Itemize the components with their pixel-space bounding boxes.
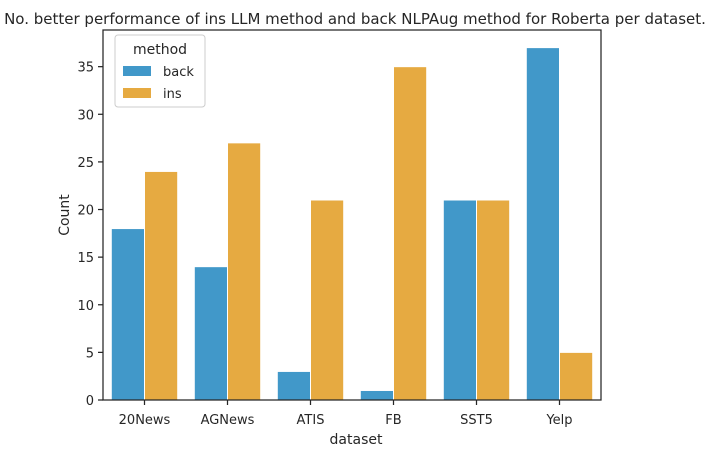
legend-swatch-ins	[123, 88, 151, 98]
chart-title: No. better performance of ins LLM method…	[4, 10, 706, 28]
x-tick-label: 20News	[119, 413, 171, 428]
y-tick-label: 15	[77, 251, 94, 266]
x-tick-label: SST5	[460, 413, 493, 428]
bar-ins-AGNews	[227, 142, 262, 401]
y-tick-label: 35	[77, 61, 94, 76]
y-tick-label: 5	[86, 346, 94, 361]
bar-ins-SST5	[476, 199, 511, 401]
bar-back-AGNews	[193, 266, 229, 401]
bar-back-20News	[110, 228, 146, 401]
y-axis-label: Count	[57, 194, 73, 236]
bar-ins-20News	[144, 170, 179, 401]
bar-ins-ATIS	[310, 199, 345, 401]
axes-layer: 0 5 10 15 20 25 30 35 20News AGNews ATIS FB SST5 Yelp	[77, 29, 602, 428]
bar-ins-FB	[393, 66, 428, 401]
x-tick-label: FB	[385, 413, 401, 428]
legend-label-back: back	[163, 65, 194, 80]
y-tick-label: 0	[86, 394, 94, 409]
y-tick-label: 25	[77, 156, 94, 171]
bar-back-FB	[359, 389, 394, 401]
bar-back-SST5	[442, 199, 477, 401]
legend: method back ins	[114, 34, 206, 108]
bar-ins-Yelp	[559, 351, 594, 401]
legend-items: back ins	[123, 65, 194, 102]
y-tick-label: 30	[77, 108, 94, 123]
bar-back-Yelp	[525, 47, 560, 401]
bars-layer	[110, 47, 594, 401]
y-tick-label: 10	[77, 299, 94, 314]
x-axis-label: dataset	[330, 432, 383, 448]
legend-title: method	[133, 42, 187, 58]
legend-swatch-back	[123, 66, 151, 76]
x-tick-label: ATIS	[297, 413, 325, 428]
plot-frame	[102, 29, 602, 401]
x-tick-label: Yelp	[545, 413, 572, 428]
bar-back-ATIS	[276, 370, 311, 401]
legend-label-ins: ins	[163, 87, 182, 102]
x-tick-label: AGNews	[201, 413, 255, 428]
y-tick-label: 20	[77, 204, 94, 219]
